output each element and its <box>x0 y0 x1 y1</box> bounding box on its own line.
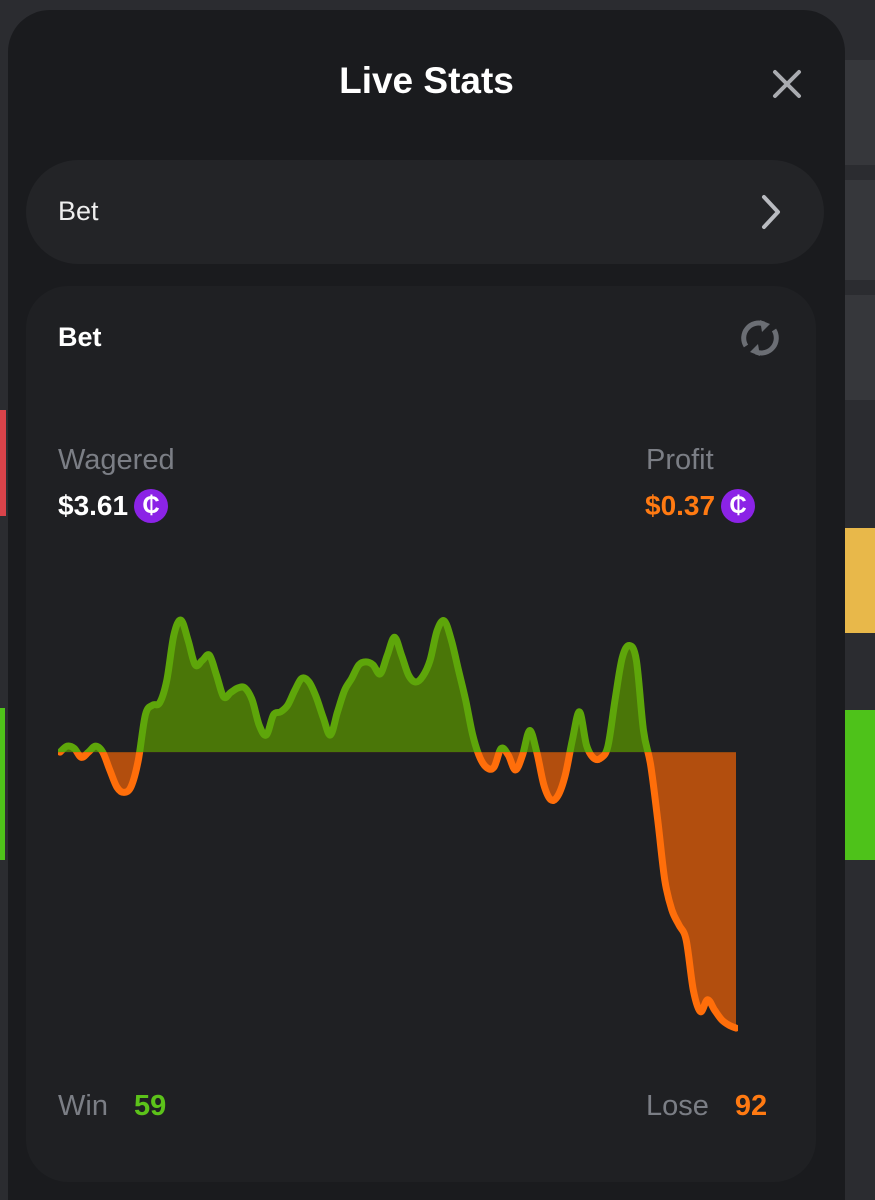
background-tile <box>0 708 5 860</box>
profit-line-positive <box>58 616 652 753</box>
background-tile <box>845 60 875 165</box>
profit-amount: $0.37 <box>645 490 716 521</box>
win-count: Win 59 <box>58 1090 166 1123</box>
wagered-label: Wagered <box>58 444 175 476</box>
wagered-value: $3.61 ₵ <box>58 489 169 523</box>
background-tile <box>845 295 875 400</box>
background-tile <box>845 180 875 280</box>
background-tile <box>845 528 875 633</box>
refresh-icon[interactable] <box>738 318 782 358</box>
close-icon[interactable] <box>765 62 809 106</box>
profit-value: $0.37 ₵ <box>645 489 756 523</box>
profit-label: Profit <box>646 444 714 476</box>
profit-area-negative <box>60 752 736 1029</box>
wagered-amount: $3.61 <box>58 490 129 521</box>
lose-value: 92 <box>734 1090 768 1122</box>
profit-area-positive <box>60 620 648 753</box>
background-tile <box>0 410 6 516</box>
profit-chart <box>58 616 738 1032</box>
stats-card: Bet Wagered $3.61 ₵ Profit $0.37 ₵ Win 5… <box>26 286 816 1182</box>
lose-label: Lose <box>646 1090 709 1122</box>
coin-icon: ₵ <box>721 489 756 523</box>
card-title: Bet <box>58 322 102 352</box>
modal-title: Live Stats <box>339 60 514 101</box>
lose-count: Lose 92 <box>646 1090 767 1123</box>
selector-label: Bet <box>58 196 99 226</box>
stat-type-selector[interactable]: Bet <box>26 160 824 264</box>
win-value: 59 <box>133 1090 167 1122</box>
coin-icon: ₵ <box>134 489 169 523</box>
win-label: Win <box>58 1090 108 1122</box>
chevron-right-icon <box>756 194 786 230</box>
